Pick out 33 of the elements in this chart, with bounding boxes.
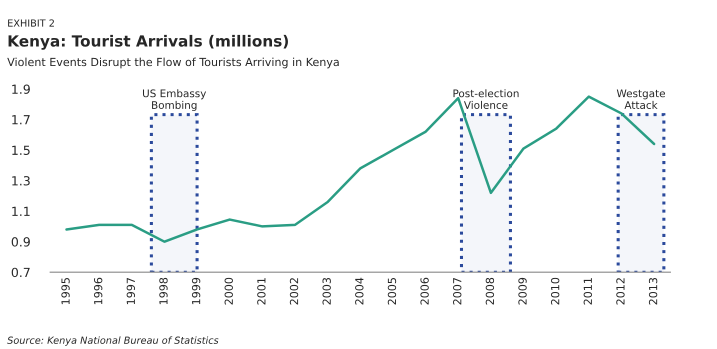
x-tick-label: 1999: [192, 278, 200, 304]
x-tick-label: 1998: [159, 278, 168, 304]
x-tick-label: 2008: [486, 278, 494, 305]
x-tick-label: 1996: [94, 278, 102, 304]
y-tick-label: 0.7: [12, 268, 30, 278]
y-tick-label: 0.9: [12, 237, 30, 247]
text: EXHIBIT 2: [8, 19, 54, 27]
band-label: US Embassy Bombing: [142, 89, 206, 111]
x-tick-label: 2011: [584, 278, 592, 305]
x-tick-label: 1997: [126, 278, 136, 304]
x-tick-label: 2005: [388, 278, 396, 305]
x-tick-label: 2006: [420, 278, 429, 305]
x-tick-label: 2012: [616, 278, 625, 305]
y-tick-label: 1.1: [12, 206, 30, 216]
x-tick-label: 2001: [257, 278, 266, 305]
y-tick-label: 1.5: [12, 146, 30, 155]
x-tick-label: 2004: [355, 278, 364, 305]
y-tick-label: 1.7: [12, 115, 30, 124]
x-tick-label: 2009: [518, 278, 527, 305]
x-tick-label: 2000: [224, 278, 233, 305]
y-tick-label: 1.9: [12, 84, 30, 94]
x-tick-label: 2002: [290, 278, 298, 305]
x-tick-label: 2010: [550, 278, 560, 305]
chart-title: Kenya: Tourist Arrivals (millions): [8, 34, 288, 50]
x-tick-label: 2003: [322, 278, 331, 305]
source-note: Source: Kenya National Bureau of Statistics: [7, 336, 218, 346]
x-tick-label: 2013: [648, 278, 658, 305]
band-label: Westgate Attack: [616, 90, 666, 109]
x-tick-label: 1995: [61, 278, 70, 304]
chart-subtitle: Violent Events Disrupt the Flow of Tourists Arriving in Kenya: [7, 58, 339, 68]
band-label: Post-election Violence: [454, 89, 519, 109]
x-tick-label: 2007: [453, 278, 462, 305]
y-tick-label: 1.3: [12, 176, 30, 186]
